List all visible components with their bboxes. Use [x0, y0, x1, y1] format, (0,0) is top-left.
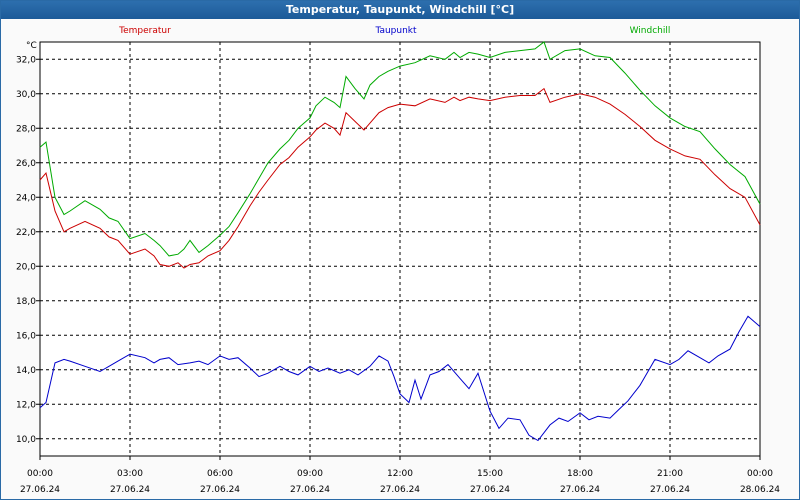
x-tick-date-label: 27.06.24 — [560, 485, 600, 495]
grid-lines — [40, 42, 760, 456]
y-tick-label: 24,0 — [16, 193, 36, 203]
y-tick-label: 10,0 — [16, 435, 36, 445]
y-tick-label: 16,0 — [16, 331, 36, 341]
y-tick-label: 12,0 — [16, 400, 36, 410]
x-tick-date-label: 27.06.24 — [290, 485, 330, 495]
series-line-taupunkt — [39, 315, 761, 442]
x-tick-time-label: 09:00 — [297, 469, 323, 479]
y-tick-label: 20,0 — [16, 262, 36, 272]
y-tick-label: 30,0 — [16, 90, 36, 100]
series-line-temperatur — [39, 87, 761, 269]
y-tick-label: 28,0 — [16, 124, 36, 134]
y-axis: 10,0 12,0 14,0 16,0 18,0 20,0 22,0 24,0 26,0 28,0… — [16, 55, 40, 445]
x-tick-time-label: 15:00 — [477, 469, 503, 479]
x-tick-time-label: 18:00 — [567, 469, 593, 479]
x-tick-time-label: 06:00 — [207, 469, 233, 479]
series-lines — [39, 41, 761, 442]
y-tick-label: 14,0 — [16, 366, 36, 376]
x-tick-date-label: 27.06.24 — [20, 485, 60, 495]
series-line-windchill — [39, 41, 761, 257]
x-tick-date-label: 27.06.24 — [380, 485, 420, 495]
x-tick-time-label: 00:00 — [747, 469, 773, 479]
legend: Temperatur Taupunkt Windchill — [118, 26, 670, 36]
y-tick-label: 26,0 — [16, 159, 36, 169]
x-tick-time-label: 00:00 — [27, 469, 53, 479]
y-tick-label: 22,0 — [16, 228, 36, 238]
x-tick-date-label: 28.06.24 — [740, 485, 780, 495]
x-tick-time-label: 12:00 — [387, 469, 413, 479]
y-tick-label: 32,0 — [16, 55, 36, 65]
x-tick-time-label: 21:00 — [657, 469, 683, 479]
x-tick-time-label: 03:00 — [117, 469, 143, 479]
y-tick-label: 18,0 — [16, 297, 36, 307]
y-axis-unit-label: °C — [26, 41, 37, 51]
legend-item-windchill: Windchill — [630, 26, 671, 36]
x-tick-date-label: 27.06.24 — [110, 485, 150, 495]
legend-item-temperatur: Temperatur — [118, 26, 171, 36]
chart-title: Temperatur, Taupunkt, Windchill [°C] — [1, 1, 799, 19]
x-tick-date-label: 27.06.24 — [470, 485, 510, 495]
x-tick-date-label: 27.06.24 — [650, 485, 690, 495]
x-tick-date-label: 27.06.24 — [200, 485, 240, 495]
legend-item-taupunkt: Taupunkt — [374, 26, 417, 36]
x-axis: 00:00 27.06.24 03:00 27.06.24 06:00 27.06.24 0… — [20, 456, 780, 495]
